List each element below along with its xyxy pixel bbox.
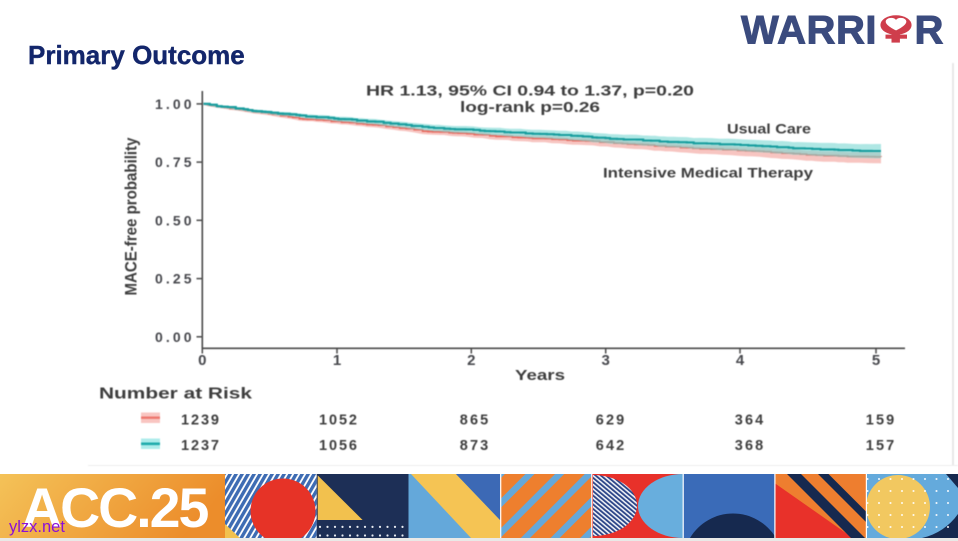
svg-text:Intensive Medical Therapy: Intensive Medical Therapy	[603, 164, 813, 180]
svg-text:Years: Years	[515, 367, 565, 384]
svg-text:1.00: 1.00	[155, 96, 192, 112]
svg-text:364: 364	[735, 412, 764, 428]
svg-text:642: 642	[596, 438, 625, 454]
svg-text:R: R	[915, 8, 944, 52]
svg-text:Usual Care: Usual Care	[727, 121, 811, 137]
svg-text:1237: 1237	[181, 438, 219, 454]
svg-text:629: 629	[596, 412, 625, 428]
svg-text:ACC.25: ACC.25	[22, 477, 209, 539]
svg-text:4: 4	[736, 352, 745, 369]
svg-text:5: 5	[872, 352, 880, 369]
svg-text:0.75: 0.75	[155, 154, 192, 170]
svg-text:159: 159	[866, 412, 895, 428]
svg-text:1: 1	[333, 352, 341, 369]
svg-text:2: 2	[467, 352, 475, 369]
svg-text:157: 157	[866, 438, 895, 454]
svg-text:0.00: 0.00	[155, 329, 192, 345]
svg-text:3: 3	[602, 352, 610, 369]
svg-text:865: 865	[460, 412, 489, 428]
svg-text:1056: 1056	[319, 438, 357, 454]
svg-text:0: 0	[198, 352, 206, 369]
svg-text:0.50: 0.50	[155, 212, 192, 228]
svg-text:WARRI: WARRI	[741, 8, 877, 52]
svg-text:0.25: 0.25	[155, 271, 192, 287]
svg-text:MACE-free probability: MACE-free probability	[123, 137, 141, 296]
svg-text:1239: 1239	[181, 412, 219, 428]
svg-text:log-rank p=0.26: log-rank p=0.26	[460, 100, 600, 116]
svg-text:HR 1.13, 95% CI 0.94 to 1.37,: HR 1.13, 95% CI 0.94 to 1.37, p=0.20	[366, 84, 694, 100]
svg-text:Number at Risk: Number at Risk	[99, 385, 252, 402]
svg-text:873: 873	[460, 438, 489, 454]
svg-text:1052: 1052	[319, 412, 357, 428]
svg-text:368: 368	[735, 438, 764, 454]
